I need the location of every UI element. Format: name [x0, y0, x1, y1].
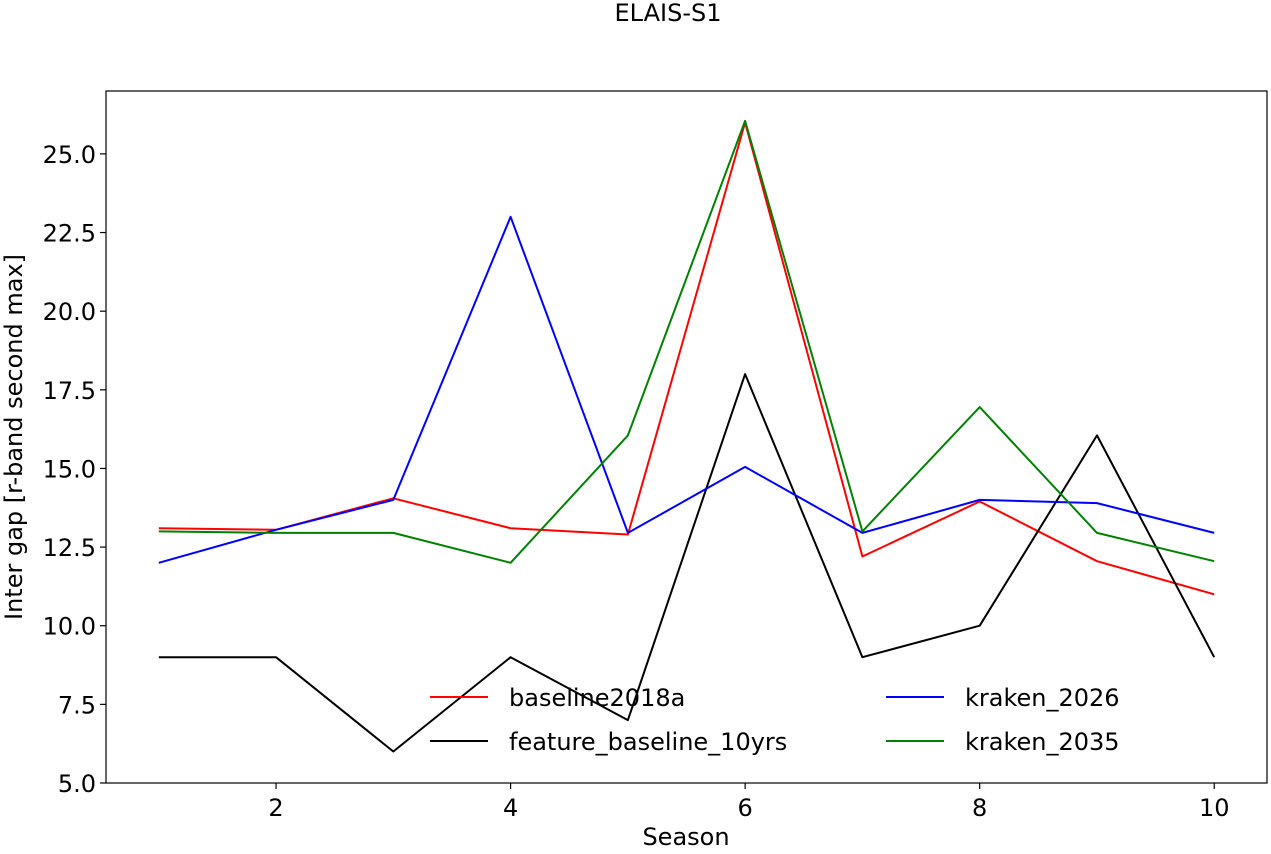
x-tick-label: 4	[503, 794, 518, 822]
y-tick-label: 10.0	[43, 613, 96, 641]
series-line-2	[158, 373, 1216, 753]
x-axis-label: Season	[642, 823, 729, 851]
y-tick-label: 22.5	[43, 220, 96, 248]
x-axis-ticks: 2 4 6 8 10	[268, 783, 1230, 822]
series-line-1	[158, 121, 1215, 596]
legend-label-2: feature_baseline_10yrs	[509, 728, 787, 756]
series-line-4	[158, 119, 1215, 564]
legend-label-4: kraken_2035	[965, 728, 1120, 756]
x-tick-label: 10	[1199, 794, 1230, 822]
x-tick-label: 8	[972, 794, 987, 822]
y-tick-label: 5.0	[58, 770, 96, 798]
y-axis-label: Inter gap [r-band second max]	[0, 254, 28, 620]
legend-label-3: kraken_2026	[965, 684, 1120, 712]
x-tick-label: 2	[268, 794, 283, 822]
y-axis-ticks: 5.0 7.5 10.0 12.5 15.0 17.5 20.0 22.5 25.0	[43, 141, 106, 798]
series-layer	[158, 119, 1216, 753]
legend-label-1: baseline2018a	[509, 684, 685, 712]
series-line-3	[158, 215, 1215, 564]
chart-title: ELAIS-S1	[615, 0, 722, 27]
plot-frame	[105, 90, 1268, 784]
y-tick-label: 15.0	[43, 455, 96, 483]
y-tick-label: 12.5	[43, 534, 96, 562]
y-tick-label: 17.5	[43, 377, 96, 405]
y-tick-label: 25.0	[43, 141, 96, 169]
y-tick-label: 7.5	[58, 691, 96, 719]
legend: baseline2018a feature_baseline_10yrs krake…	[430, 684, 1120, 756]
x-tick-label: 6	[737, 794, 752, 822]
y-tick-label: 20.0	[43, 298, 96, 326]
